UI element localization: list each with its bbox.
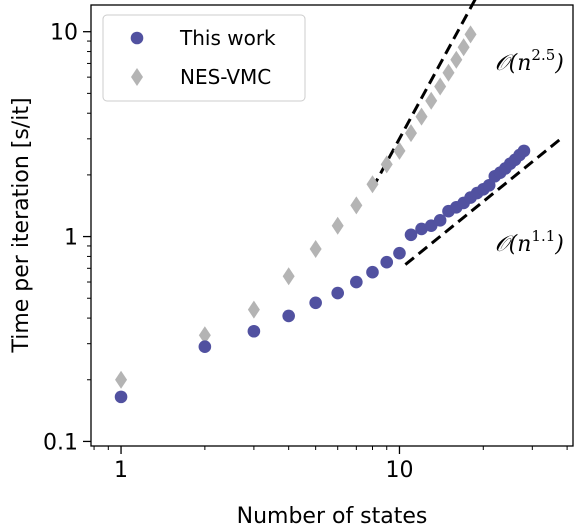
this-work-point (380, 255, 394, 269)
legend-label-nes-vmc: NES-VMC (180, 65, 271, 89)
this-work-point (350, 275, 363, 289)
this-work-point (393, 246, 406, 260)
nes-vmc-point (425, 91, 438, 110)
this-work-point (282, 309, 295, 323)
series-nes-vmc (115, 25, 477, 389)
fit-line-0 (371, 0, 477, 190)
plot-frame (90, 4, 574, 447)
nes-vmc-point (198, 326, 211, 345)
legend: This work NES-VMC (102, 14, 306, 102)
legend-marker-nes-vmc (131, 68, 143, 86)
nes-vmc-point (404, 124, 417, 143)
nes-vmc-point (309, 239, 322, 258)
nes-vmc-point (457, 38, 470, 57)
this-work-point (331, 286, 345, 300)
series-this-work (114, 144, 531, 404)
nes-vmc-point (415, 107, 428, 126)
y-axis-ticks: 0.1 1 10 (43, 21, 91, 455)
y-tick-label: 10 (50, 21, 78, 46)
nes-vmc-point (450, 50, 463, 69)
legend-box (102, 14, 306, 102)
nes-vmc-point (350, 196, 363, 215)
this-work-point (114, 390, 128, 404)
this-work-point (366, 265, 379, 279)
this-work-point (404, 228, 418, 242)
legend-marker-this-work (130, 31, 144, 45)
y-axis-label: Time per iteration [s/it] (9, 97, 34, 353)
this-work-point (415, 222, 428, 236)
nes-vmc-point (282, 267, 295, 286)
fit-annotation-0: 𝒪(n2.5) (495, 46, 564, 76)
y-tick-label: 0.1 (43, 430, 78, 455)
nes-vmc-point (464, 25, 477, 44)
x-axis-label: Number of states (237, 504, 428, 527)
fit-lines (371, 0, 562, 266)
this-work-point (433, 214, 447, 227)
nes-vmc-point (115, 370, 128, 389)
this-work-point (517, 144, 531, 158)
x-axis-ticks: 1 10 (93, 446, 568, 483)
this-work-point (247, 324, 261, 338)
nes-vmc-point (434, 77, 447, 96)
nes-vmc-point (331, 216, 344, 235)
x-tick-label: 10 (385, 458, 413, 483)
this-work-point (482, 178, 496, 192)
legend-label-this-work: This work (179, 26, 276, 50)
this-work-point (309, 296, 322, 310)
this-work-point (198, 340, 212, 354)
nes-vmc-point (380, 155, 393, 174)
nes-vmc-point (442, 63, 455, 82)
annotations: 𝒪(n2.5) 𝒪(n1.1) (495, 46, 564, 257)
nes-vmc-point (366, 175, 379, 194)
nes-vmc-point (247, 300, 260, 319)
fit-annotation-1: 𝒪(n1.1) (495, 227, 564, 257)
nes-vmc-point (393, 141, 406, 160)
y-tick-label: 1 (64, 226, 78, 251)
x-tick-label: 1 (114, 458, 128, 483)
